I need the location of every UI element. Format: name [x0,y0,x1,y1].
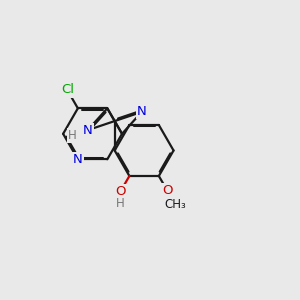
Text: CH₃: CH₃ [165,198,186,211]
Text: O: O [115,185,126,198]
Text: H: H [68,129,76,142]
Text: Cl: Cl [61,83,74,96]
Text: N: N [73,153,83,166]
Text: N: N [83,124,92,137]
Text: N: N [137,105,147,119]
Text: O: O [162,184,172,197]
Text: H: H [116,196,125,210]
